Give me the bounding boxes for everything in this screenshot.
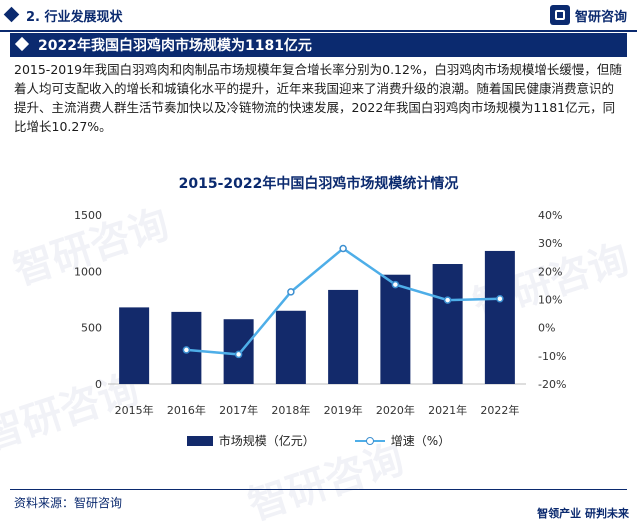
y-left-tick-label: 1500: [74, 209, 102, 222]
footer-tagline: 智领产业 研判未来: [537, 507, 629, 520]
bar: [484, 250, 515, 384]
header-divider: [0, 30, 637, 32]
bar: [328, 289, 359, 384]
legend-label: 市场规模（亿元）: [218, 434, 315, 448]
growth-point: [287, 288, 295, 296]
growth-point: [391, 280, 400, 289]
y-right-tick-label: 40%: [538, 209, 562, 222]
bar: [380, 274, 411, 384]
y-left-tick-label: 500: [81, 322, 102, 335]
top-header: 2. 行业发展现状 智研咨询: [0, 0, 637, 32]
brand-logo-icon: [549, 5, 570, 25]
growth-point: [339, 244, 347, 253]
headline-banner: 2022年我国白羽鸡肉市场规模为1181亿元: [10, 33, 627, 57]
body-paragraph: 2015-2019年我国白羽鸡肉和肉制品市场规模年复合增长率分别为0.12%，白…: [14, 62, 622, 134]
brand-name: 智研咨询: [574, 9, 627, 25]
y-right-tick-label: -20%: [538, 378, 566, 391]
x-tick-label: 2021年: [428, 403, 467, 417]
growth-point: [496, 294, 504, 303]
x-tick-label: 2015年: [115, 403, 154, 417]
legend-line-swatch: [354, 435, 385, 447]
section-label: 2. 行业发展现状: [26, 10, 123, 25]
x-tick-label: 2018年: [271, 403, 310, 417]
bar: [432, 264, 463, 384]
x-tick-label: 2020年: [376, 403, 415, 417]
x-tick-label: 2016年: [167, 403, 206, 417]
x-tick-label: 2017年: [219, 403, 258, 417]
bar: [119, 307, 150, 384]
chart-legend: 市场规模（亿元） 增速（%）: [0, 432, 637, 449]
growth-point: [234, 350, 243, 359]
legend-item-market-size: 市场规模（亿元）: [186, 432, 315, 449]
y-right-tick-label: 20%: [538, 265, 562, 278]
legend-item-growth: 增速（%）: [354, 432, 451, 449]
brand: 智研咨询: [549, 5, 627, 25]
bar: [275, 310, 306, 384]
y-left-tick-label: 1000: [74, 265, 102, 278]
x-tick-label: 2019年: [324, 403, 363, 417]
x-tick-label: 2022年: [480, 403, 519, 417]
source-note: 资料来源：智研咨询: [14, 496, 123, 510]
y-right-tick-label: 10%: [538, 294, 562, 307]
y-right-tick-label: 0%: [538, 322, 555, 335]
growth-point: [443, 296, 452, 304]
legend-label: 增速（%）: [390, 434, 451, 448]
legend-bar-swatch: [186, 435, 213, 446]
growth-point: [182, 346, 191, 354]
footer-divider: [10, 489, 627, 490]
y-right-tick-label: 30%: [538, 237, 562, 250]
y-left-tick-label: 0: [95, 378, 102, 391]
headline: 2022年我国白羽鸡肉市场规模为1181亿元: [38, 38, 312, 54]
chart-title: 2015-2022年中国白羽鸡市场规模统计情况: [178, 176, 459, 192]
y-right-tick-label: -10%: [538, 350, 566, 363]
